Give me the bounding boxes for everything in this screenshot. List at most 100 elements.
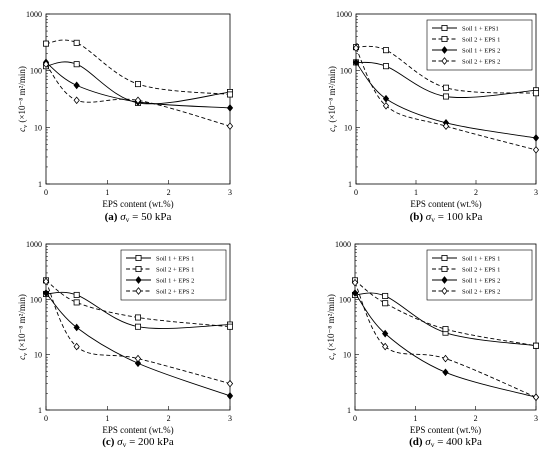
x-axis-label: EPS content (wt.%)	[102, 199, 173, 209]
legend-label: Soil 1 + EPS 1	[156, 255, 194, 262]
data-point	[73, 323, 80, 332]
data-point	[442, 354, 449, 363]
y-label-unit: (×10⁻⁸ m²/min)	[326, 294, 336, 353]
data-point	[134, 314, 141, 321]
x-axis-label: EPS content (wt.%)	[410, 425, 481, 435]
caption-letter: (a)	[105, 211, 121, 223]
y-tick-label: 1	[348, 180, 352, 189]
data-point	[382, 63, 389, 70]
data-point	[382, 47, 389, 54]
x-tick-label: 0	[44, 188, 48, 197]
y-label-unit: (×10⁻⁸ m²/min)	[17, 66, 27, 125]
legend-label: Soil 1 + EPS 2	[462, 47, 500, 54]
y-label-subscript: v	[23, 353, 29, 356]
caption-symbol: σ	[117, 436, 123, 448]
legend-label: Soil 1 + EPS 2	[462, 277, 500, 284]
series-line	[354, 280, 537, 347]
y-tick-label: 1	[38, 406, 42, 415]
series-3	[42, 289, 234, 400]
data-point	[135, 265, 142, 272]
x-tick-label: 1	[413, 414, 417, 423]
data-point	[441, 265, 448, 272]
legend: Soil 1 + EPS 1 Soil 2 + EPS 1 Soil 1 + EPS…	[120, 249, 227, 301]
data-point	[134, 354, 142, 363]
y-tick-label: 1000	[336, 10, 352, 19]
series-4	[351, 278, 540, 402]
data-point	[382, 300, 389, 307]
x-tick-label: 1	[105, 414, 109, 423]
plot-frame	[354, 243, 537, 411]
data-point	[43, 40, 50, 47]
data-point	[351, 278, 359, 287]
panel-caption: (d) σv = 400 kPa	[409, 436, 482, 449]
series-4	[42, 60, 234, 130]
caption-symbol: σ	[120, 211, 126, 223]
data-point	[441, 276, 448, 284]
x-axis-label: EPS content (wt.%)	[410, 199, 481, 209]
y-tick-label: 10	[34, 351, 42, 360]
data-point	[532, 393, 540, 402]
caption-letter: (c)	[102, 436, 117, 448]
caption-subscript: v	[126, 215, 130, 224]
x-tick-label: 0	[353, 414, 357, 423]
data-point	[441, 254, 448, 261]
legend-label: Soil 2 + EPS 1	[462, 266, 500, 273]
data-point	[226, 379, 234, 388]
y-tick-label: 1000	[335, 240, 351, 249]
y-label-symbol: c	[326, 356, 336, 360]
data-point	[533, 342, 540, 349]
data-point	[382, 94, 390, 103]
data-point	[134, 81, 141, 88]
y-label-symbol: c	[327, 128, 337, 132]
data-point	[73, 291, 80, 298]
y-axis-label: cv (×10⁻⁸ m²/min)	[326, 294, 338, 360]
series-3	[351, 289, 540, 402]
data-point	[42, 289, 50, 297]
caption-value: = 200 kPa	[126, 436, 174, 448]
y-tick-label: 100	[30, 295, 42, 304]
y-label-subscript: v	[332, 353, 338, 356]
data-point	[226, 104, 234, 112]
legend: Soil 1 + EPS 1 Soil 2 + EPS 1 Soil 1 + EPS…	[426, 249, 533, 301]
data-point	[226, 91, 233, 98]
y-label-symbol: c	[17, 128, 27, 132]
series-line	[45, 280, 231, 328]
caption-value: = 100 kPa	[435, 211, 483, 223]
legend-label: Soil 1 + EPS1	[462, 25, 499, 32]
plot-frame	[355, 13, 537, 185]
data-point	[441, 287, 448, 295]
series-line	[45, 291, 231, 329]
data-point	[441, 57, 448, 65]
series-4	[42, 277, 234, 388]
y-label-subscript: v	[23, 125, 29, 128]
x-tick-label: 2	[474, 414, 478, 423]
data-point	[441, 24, 448, 31]
plot-frame	[45, 13, 231, 185]
series-line	[45, 62, 231, 109]
data-point	[73, 342, 80, 351]
series-line	[45, 281, 231, 385]
legend-label: Soil 2 + EPS 1	[156, 266, 194, 273]
legend: Soil 1 + EPS1 Soil 2 + EPS 1 Soil 1 + EPS …	[426, 19, 533, 71]
data-point	[532, 134, 540, 142]
caption-letter: (b)	[410, 211, 426, 223]
data-point	[532, 146, 540, 154]
y-tick-label: 10	[343, 351, 351, 360]
data-point	[73, 299, 80, 306]
y-label-unit: (×10⁻⁸ m²/min)	[17, 294, 27, 353]
data-point	[73, 61, 80, 68]
legend-label: Soil 2 + EPS 2	[462, 288, 500, 295]
x-tick-label: 2	[167, 414, 171, 423]
series-line	[355, 61, 537, 98]
legend-label: Soil 1 + EPS 2	[156, 277, 194, 284]
data-point	[441, 46, 448, 54]
caption-value: = 400 kPa	[434, 436, 482, 448]
x-tick-label: 3	[534, 188, 538, 197]
series-line	[354, 292, 537, 398]
y-tick-label: 100	[340, 67, 352, 76]
series-line	[354, 282, 537, 398]
y-axis-label: cv (×10⁻⁸ m²/min)	[17, 294, 29, 360]
